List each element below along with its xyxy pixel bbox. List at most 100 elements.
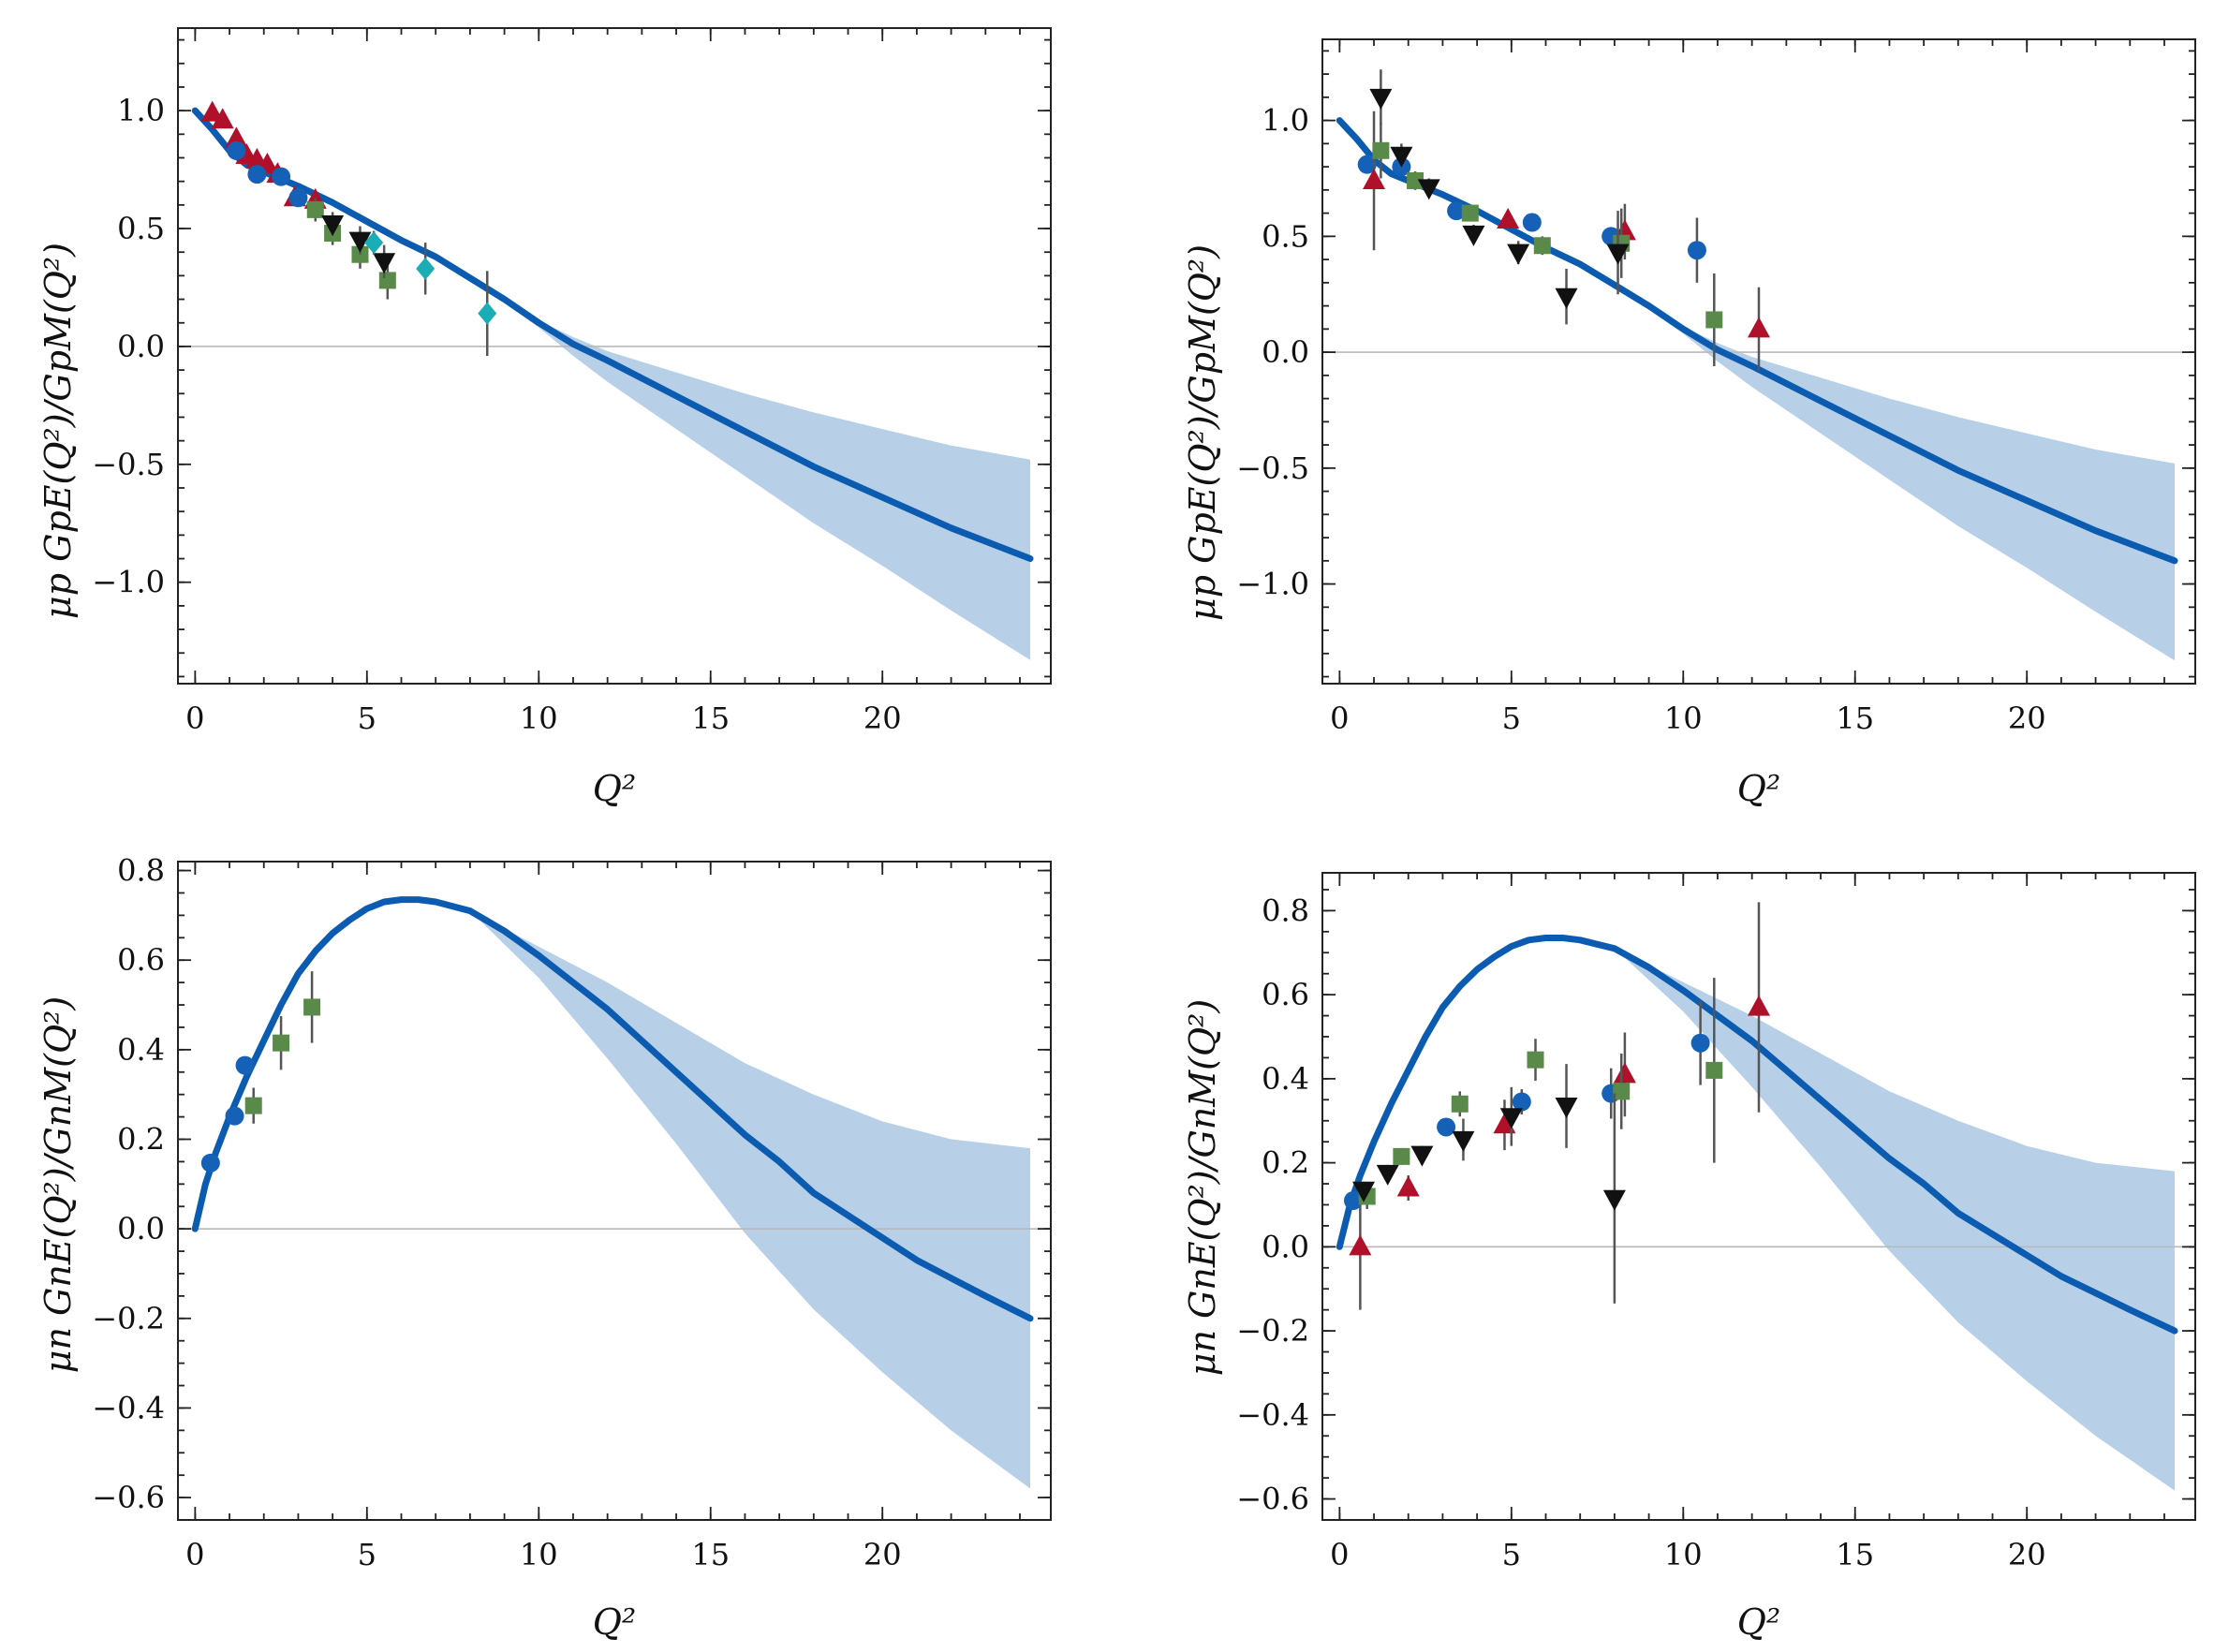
data-point [1748,317,1770,338]
data-point [1390,146,1413,168]
data-point [273,1034,290,1052]
data-point [1613,1083,1631,1100]
data-point [247,165,267,184]
data-point [1533,237,1551,255]
data-point [235,1055,255,1075]
y-tick-label: −0.6 [1236,1482,1309,1517]
x-tick-label: 10 [520,701,558,736]
x-tick-label: 5 [1502,1537,1521,1572]
x-tick-label: 20 [863,1537,902,1572]
data-point [244,1097,262,1114]
x-tick-label: 0 [1330,1537,1349,1572]
data-point [1410,1145,1434,1167]
series-blue-circles [200,1055,255,1173]
data-point [1452,1130,1475,1152]
y-tick-label: −1.0 [1236,567,1309,602]
data-point [348,231,372,253]
data-point [1369,88,1393,110]
x-tick-label: 5 [1502,701,1521,736]
panel-top-right: 0 5 10 15 20 1.0 0.5 0.0 −0.5 −1.0 Q² μp GpE(Q²)/Gp… [1182,38,2196,809]
y-tick-label: 1.0 [1262,103,1309,139]
plot-area [1322,117,2195,661]
y-tick-label: 0.5 [1262,218,1309,254]
x-tick-label: 5 [358,1537,376,1572]
data-point [1407,171,1424,189]
data-point [288,188,308,208]
series-blue-circles [1344,1000,1710,1210]
y-tick-label: −0.4 [92,1390,165,1425]
theory-curve [1336,117,2178,565]
plot-area [178,896,1051,1489]
y-axis-label: μp GpE(Q²)/GpM(Q²) [37,243,79,619]
x-tick-label: 10 [520,1537,558,1572]
data-point [200,1153,220,1173]
y-axis-label: μp GpE(Q²)/GpM(Q²) [1182,244,1223,621]
y-tick-label: −0.6 [92,1480,165,1515]
data-point [306,200,324,218]
data-point [1417,179,1440,200]
data-point [1393,1147,1410,1165]
panel-bottom-right: 0 5 10 15 20 0.8 0.6 0.4 0.2 0.0 −0.2 −0.4 −0.6 Q² μn … [1182,872,2196,1643]
data-point [1512,1092,1531,1112]
y-tick-label: −0.5 [92,447,165,482]
data-point [1606,243,1630,265]
data-point [1462,225,1485,246]
x-axis-label: Q² [593,1601,636,1643]
series-black-triangles [1352,1064,1626,1304]
y-tick-label: 0.2 [117,1122,165,1158]
series-black-triangles [321,212,396,278]
data-point [1451,1095,1469,1113]
y-tick-label: 0.2 [1262,1145,1309,1181]
data-point [1349,1234,1372,1256]
data-point [416,257,435,280]
axes-frame [177,861,1052,1521]
uncertainty-band [1614,948,2175,1491]
y-tick-label: 0.0 [117,329,165,364]
uncertainty-band [1614,285,2175,661]
series-cyan-diamonds [364,230,497,356]
data-point [1461,204,1479,222]
plot-area [1322,935,2195,1491]
y-tick-label: 0.0 [117,1211,165,1246]
x-tick-label: 20 [2008,1537,2046,1572]
axes-frame [177,27,1052,685]
data-point [303,998,321,1016]
series-black-triangles [1369,69,1630,325]
data-point [1555,288,1578,309]
series-red-triangles [1349,902,1770,1310]
uncertainty-band [469,910,1030,1489]
y-tick-label: −0.4 [1236,1397,1309,1433]
y-tick-label: 0.0 [1262,334,1309,370]
data-point [1493,1113,1516,1134]
y-tick-label: 0.8 [1262,892,1309,928]
data-point [1748,995,1770,1016]
y-axis-label: μn GnE(Q²)/GnM(Q²) [1182,999,1223,1376]
y-tick-label: 1.0 [117,93,165,128]
data-point [1705,311,1723,329]
data-point [378,272,396,289]
data-point [478,302,497,325]
data-point [1357,155,1377,174]
y-tick-label: 0.8 [117,853,165,889]
y-tick-label: 0.4 [117,1032,165,1068]
data-point [1499,1108,1523,1129]
data-point [1507,243,1530,265]
series-green-squares [1372,123,1723,366]
y-tick-label: 0.0 [1262,1229,1309,1264]
x-tick-label: 5 [358,701,376,736]
data-point [1497,208,1520,229]
data-point [364,231,384,255]
data-point [272,167,291,186]
data-point [1344,1190,1364,1210]
y-tick-label: 0.6 [117,942,165,978]
x-axis-label: Q² [593,768,636,809]
theory-curve [1336,935,2178,1335]
data-point [227,140,246,160]
y-tick-label: −0.5 [1236,450,1309,486]
axes-frame [1321,872,2196,1521]
ticks [1322,873,2195,1521]
x-tick-label: 10 [1664,701,1703,736]
data-point [1363,168,1386,189]
theory-curve [191,896,1034,1322]
